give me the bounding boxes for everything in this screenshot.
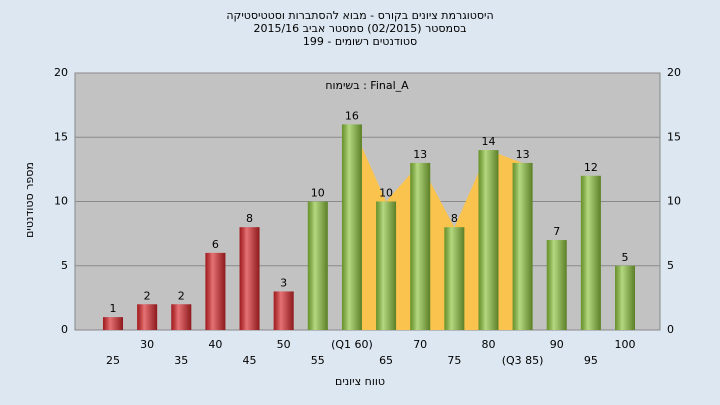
x-tick-label: 65 xyxy=(379,354,393,367)
y2-tick-label: 10 xyxy=(667,195,681,208)
x-tick-label: (Q3 85) xyxy=(502,354,544,367)
x-tick-label: 55 xyxy=(311,354,325,367)
y-tick-label: 20 xyxy=(54,66,68,79)
data-label: 14 xyxy=(481,135,495,148)
bar-shade xyxy=(512,162,533,330)
bar-shade xyxy=(137,304,158,330)
bar-shade xyxy=(410,162,431,330)
data-label: 7 xyxy=(553,225,560,238)
data-label: 10 xyxy=(379,187,393,200)
x-tick-label: 75 xyxy=(447,354,461,367)
bar-shade xyxy=(171,304,192,330)
bar-shade xyxy=(273,291,294,330)
data-label: 2 xyxy=(178,289,185,302)
x-tick-label: 95 xyxy=(584,354,598,367)
x-tick-label: 40 xyxy=(208,338,222,351)
bar-shade xyxy=(580,175,601,330)
bar-shade xyxy=(103,317,123,330)
bar-shade xyxy=(205,252,226,330)
y2-tick-label: 0 xyxy=(667,323,674,336)
data-label: 16 xyxy=(345,109,359,122)
x-tick-label: 70 xyxy=(413,338,427,351)
data-label: 13 xyxy=(516,148,530,161)
data-label: 12 xyxy=(584,161,598,174)
chart-subtitle: בסמסטר (02/2015) סמסטר אביב 2015/16 xyxy=(253,22,466,35)
bar-shade xyxy=(546,240,567,330)
y2-tick-label: 20 xyxy=(667,66,681,79)
y-tick-label: 5 xyxy=(61,259,68,272)
data-label: 5 xyxy=(622,251,629,264)
x-tick-label: 80 xyxy=(481,338,495,351)
y-tick-label: 15 xyxy=(54,130,68,143)
y-tick-label: 10 xyxy=(54,195,68,208)
chart-title: היסטוגרמת ציונים בקורס - מבוא להסתברות ו… xyxy=(226,9,493,22)
x-tick-label: (Q1 60) xyxy=(331,338,373,351)
data-label: 8 xyxy=(451,212,458,225)
chart-subtitle: סטודנטים רשומים - 199 xyxy=(303,35,417,48)
data-label: 2 xyxy=(144,289,151,302)
data-label: 13 xyxy=(413,148,427,161)
bar-shade xyxy=(615,265,635,330)
y-axis-label: מספר סטודנטים xyxy=(23,162,36,238)
y2-tick-label: 15 xyxy=(667,130,681,143)
bar-shade xyxy=(239,227,260,330)
data-label: 10 xyxy=(311,187,325,200)
x-tick-label: 25 xyxy=(106,354,120,367)
x-tick-label: 45 xyxy=(243,354,257,367)
data-label: 3 xyxy=(280,276,287,289)
annotation: בשימוח : Final_A xyxy=(325,79,409,92)
data-label: 1 xyxy=(110,302,117,315)
bar-shade xyxy=(478,150,499,330)
x-axis-label: טווח ציונים xyxy=(335,375,385,388)
x-tick-label: 100 xyxy=(615,338,636,351)
data-label: 6 xyxy=(212,238,219,251)
x-tick-label: 90 xyxy=(550,338,564,351)
bar-shade xyxy=(341,124,362,331)
bar-shade xyxy=(444,227,465,330)
x-tick-label: 30 xyxy=(140,338,154,351)
y2-tick-label: 5 xyxy=(667,259,674,272)
x-tick-label: 35 xyxy=(174,354,188,367)
data-label: 8 xyxy=(246,212,253,225)
x-tick-label: 50 xyxy=(277,338,291,351)
y-tick-label: 0 xyxy=(61,323,68,336)
bar-shade xyxy=(307,201,328,330)
bar-shade xyxy=(376,201,397,330)
